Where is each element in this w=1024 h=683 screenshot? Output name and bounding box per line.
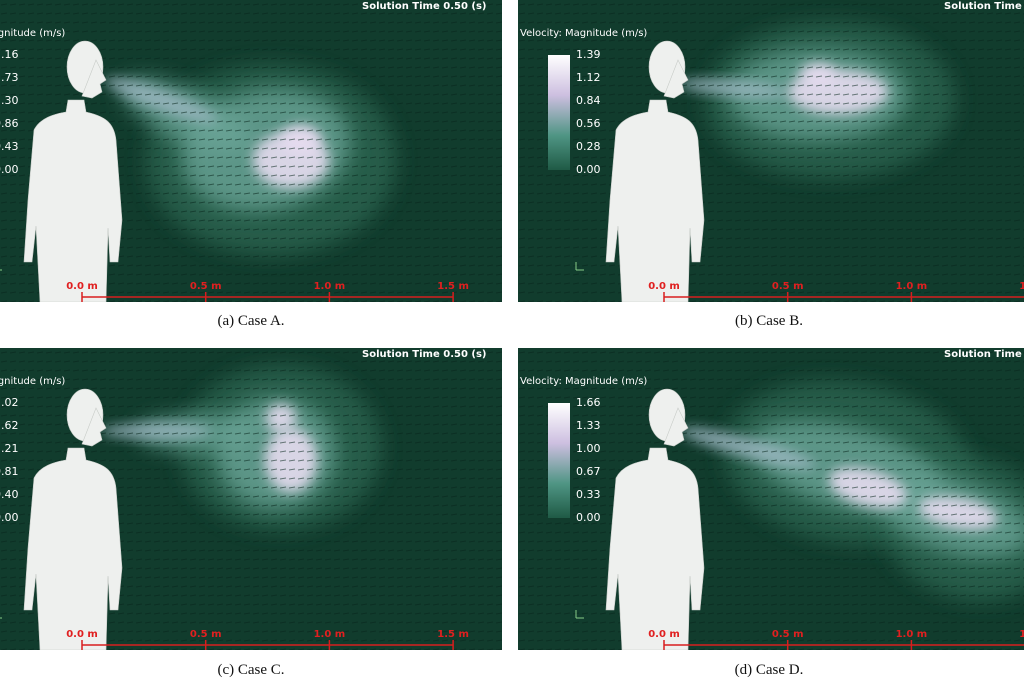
legend-tick-label: 0.43: [0, 140, 19, 153]
face: [81, 59, 107, 99]
legend-tick-label: 0.56: [576, 117, 601, 130]
legend-tick-label: 1.66: [576, 396, 601, 409]
scale-label: 1.5 m: [1019, 281, 1024, 292]
axis-triad: [0, 617, 2, 619]
scale-label: 1.5 m: [437, 281, 469, 292]
legend-tick-label: 0.40: [0, 488, 19, 501]
legend-title: Velocity: Magnitude (m/s): [520, 28, 647, 39]
body: [23, 99, 123, 302]
scale-label: 0.0 m: [648, 281, 680, 292]
body: [605, 447, 705, 650]
scale-label: 0.5 m: [190, 629, 222, 640]
cfd-view: Solution Time 0.50 (s) Velocity: Magnitud…: [518, 0, 1024, 302]
scale-label: 1.0 m: [896, 629, 928, 640]
legend-tick-label: 1.39: [576, 48, 601, 61]
legend-tick-label: 0.00: [576, 511, 601, 524]
legend-tick-label: 0.33: [576, 488, 601, 501]
scale-label: 0.0 m: [648, 629, 680, 640]
scale-label: 0.0 m: [66, 281, 98, 292]
panel: Solution Time 0.50 (s) Velocity: Magnitud…: [518, 0, 1024, 302]
solution-time: Solution Time 0.50 (s): [944, 349, 1024, 360]
scale-label: 1.0 m: [314, 629, 346, 640]
caption: (a) Case A.: [217, 313, 285, 329]
panel: Solution Time 0.50 (s) Velocity: Magnitud…: [0, 348, 502, 650]
cfd-view: Solution Time 0.50 (s) Velocity: Magnitud…: [0, 348, 502, 650]
face: [81, 407, 107, 447]
legend-tick-label: 2.02: [0, 396, 19, 409]
scale-label: 0.0 m: [66, 629, 98, 640]
human-model: [23, 40, 123, 302]
scale-label: 0.5 m: [190, 281, 222, 292]
axis-triad: [575, 610, 584, 619]
caption: (b) Case B.: [735, 313, 803, 329]
scale-label: 1.5 m: [437, 629, 469, 640]
legend-title: Velocity: Magnitude (m/s): [0, 376, 65, 387]
axis-triad: [0, 269, 2, 271]
human-model: [605, 388, 705, 650]
colorbar: [548, 55, 570, 170]
caption: (c) Case C.: [217, 662, 285, 678]
legend-tick-label: 0.81: [0, 465, 19, 478]
cfd-view: Solution Time 0.50 (s) Velocity: Magnitud…: [0, 0, 502, 302]
human-model: [23, 388, 123, 650]
legend-tick-label: 1.62: [0, 419, 19, 432]
caption: (d) Case D.: [734, 662, 804, 678]
legend-tick-label: 1.12: [576, 71, 601, 84]
panel: Solution Time 0.50 (s) Velocity: Magnitud…: [518, 348, 1024, 650]
face: [663, 59, 689, 99]
legend-tick-label: 0.86: [0, 117, 19, 130]
scale-label: 1.0 m: [896, 281, 928, 292]
scale-label: 0.5 m: [772, 629, 804, 640]
colorbar: [548, 403, 570, 518]
vector-field: [518, 0, 1024, 302]
legend-tick-label: 0.67: [576, 465, 601, 478]
legend-tick-label: 0.28: [576, 140, 601, 153]
body: [605, 99, 705, 302]
legend-tick-label: 0.00: [0, 511, 19, 524]
panel: Solution Time 0.50 (s) Velocity: Magnitud…: [0, 0, 502, 302]
scale-label: 1.5 m: [1019, 629, 1024, 640]
legend-tick-label: 1.73: [0, 71, 19, 84]
scale-label: 0.5 m: [772, 281, 804, 292]
vector-field: [518, 348, 1024, 650]
legend-tick-label: 0.00: [576, 163, 601, 176]
legend-tick-label: 0.00: [0, 163, 19, 176]
legend-tick-label: 1.30: [0, 94, 19, 107]
legend-tick-label: 1.21: [0, 442, 19, 455]
solution-time: Solution Time 0.50 (s): [362, 349, 486, 360]
legend-tick-label: 1.00: [576, 442, 601, 455]
legend-title: Velocity: Magnitude (m/s): [520, 376, 647, 387]
cfd-view: Solution Time 0.50 (s) Velocity: Magnitud…: [518, 348, 1024, 650]
solution-time: Solution Time 0.50 (s): [944, 1, 1024, 12]
legend-tick-label: 2.16: [0, 48, 19, 61]
legend-tick-label: 0.84: [576, 94, 601, 107]
legend-tick-label: 1.33: [576, 419, 601, 432]
axis-triad: [575, 262, 584, 271]
body: [23, 447, 123, 650]
human-model: [605, 40, 705, 302]
legend-title: Velocity: Magnitude (m/s): [0, 28, 65, 39]
solution-time: Solution Time 0.50 (s): [362, 1, 486, 12]
scale-label: 1.0 m: [314, 281, 346, 292]
face: [663, 407, 689, 447]
